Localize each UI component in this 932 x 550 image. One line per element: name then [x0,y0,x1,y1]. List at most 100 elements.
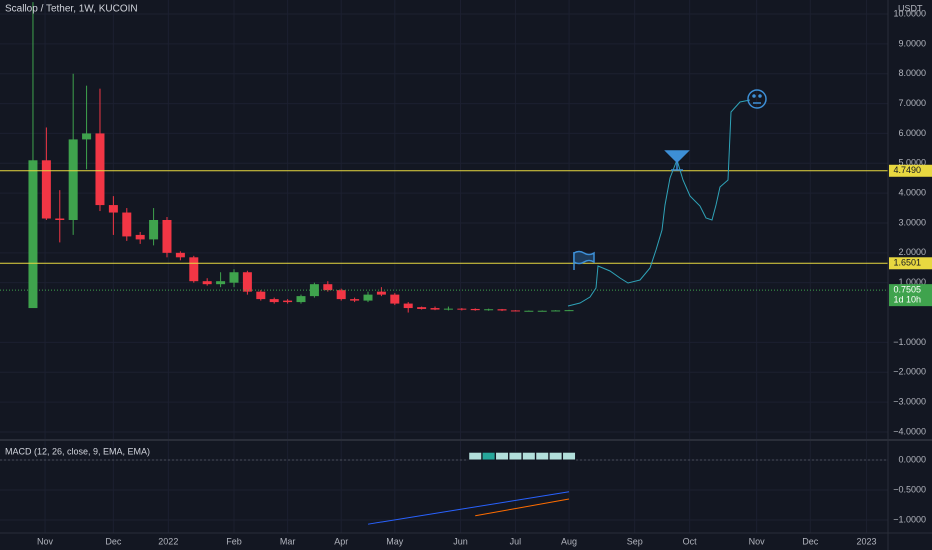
countdown-label: 1d 10h [893,295,921,305]
x-tick-label: Mar [280,536,296,546]
candle-body [457,308,467,310]
x-tick-label: Dec [105,536,122,546]
price-tag [889,164,932,177]
y-tick-label: 5.0000 [898,158,926,168]
candle-body [417,307,427,309]
candle-body [336,290,346,300]
y-tick-label: −0.5000 [893,484,926,494]
y-tick-label: 3.0000 [898,217,926,227]
candle-body [242,272,252,292]
x-tick-label: Feb [226,536,242,546]
histogram-bar [468,451,483,461]
candle-body [376,291,386,295]
candle-body [229,272,239,283]
candle-body [162,220,172,253]
y-tick-label: 6.0000 [898,128,926,138]
y-tick-label: 1.0000 [898,277,926,287]
y-tick-label: 8.0000 [898,68,926,78]
histogram-bar [521,451,536,461]
y-tick-label: −1.0000 [893,514,926,524]
candle-body [108,205,118,213]
histogram-bar [508,451,523,461]
y-tick-label: −2.0000 [893,367,926,377]
x-tick-label: Aug [561,536,577,546]
axis-unit: USDT [898,3,923,13]
histogram-bar [562,451,577,461]
smiley-icon [747,89,767,109]
candle-body [551,310,561,312]
histogram-bar [495,451,510,461]
candle-body [430,308,440,310]
price-tag-label: 4.7490 [893,165,921,175]
y-tick-label: 4.0000 [898,188,926,198]
candle-body [524,310,534,312]
macd-line [475,498,570,517]
y-tick-label: −3.0000 [893,396,926,406]
candle-body [510,310,520,312]
candle-body [175,252,185,258]
y-tick-label: 2.0000 [898,247,926,257]
candle-body [269,299,279,303]
candle-body [149,220,159,240]
candle-body [350,299,360,301]
candle-body [202,281,212,285]
candle-body [41,160,51,219]
candle-body [256,291,266,300]
histogram-bar [535,451,550,461]
histogram-bar [481,451,496,461]
drawing-path [567,99,751,307]
x-tick-label: Nov [749,536,766,546]
glass-icon [664,150,690,171]
x-tick-label: 2023 [857,536,877,546]
price-tag-label: 1.6501 [893,258,921,268]
candle-body [189,257,199,282]
candle-body [283,300,293,303]
candle-body [68,139,78,220]
candle-body [296,296,306,303]
candle-body [470,308,480,311]
candle-body [309,284,319,297]
x-tick-label: Nov [37,536,54,546]
x-tick-label: May [386,536,404,546]
x-tick-label: 2022 [158,536,178,546]
x-tick-label: Jun [453,536,468,546]
candle-body [135,234,145,240]
last-price-label: 0.7505 [893,285,921,295]
y-tick-label: 9.0000 [898,38,926,48]
candle-body [497,309,507,311]
indicator-title: MACD (12, 26, close, 9, EMA, EMA) [5,446,150,456]
plot [0,2,888,525]
x-tick-label: Sep [627,536,643,546]
macd-line [367,491,570,525]
histogram-bar [548,451,563,461]
flag-icon [573,250,595,270]
candle-body [82,133,92,140]
y-tick-label: 10.0000 [893,8,926,18]
candle-body [95,133,105,206]
y-tick-label: 0.0000 [898,454,926,464]
candle-body [537,310,547,312]
y-tick-label: 7.0000 [898,98,926,108]
price-tag [889,257,932,270]
y-tick-label: −1.0000 [893,337,926,347]
candle-body [28,160,38,309]
candle-body [122,212,132,237]
overlay: Scallop / Tether, 1W, KUCOIN USDT MACD (… [5,3,932,546]
candle-body [55,218,65,220]
candle-body [564,310,574,312]
x-tick-label: Jul [510,536,522,546]
candle-body [216,281,226,285]
y-tick-label: −4.0000 [893,426,926,436]
x-tick-label: Apr [334,536,348,546]
candle-body [484,309,494,311]
candle-body [403,303,413,309]
x-tick-label: Dec [802,536,819,546]
grid [0,0,888,533]
candle-body [443,308,453,310]
candle-body [323,284,333,291]
candle-body [363,294,373,301]
chart-title: Scallop / Tether, 1W, KUCOIN [5,4,138,15]
